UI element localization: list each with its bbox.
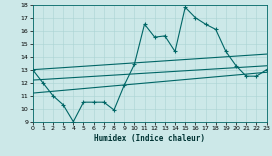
X-axis label: Humidex (Indice chaleur): Humidex (Indice chaleur) bbox=[94, 134, 205, 143]
